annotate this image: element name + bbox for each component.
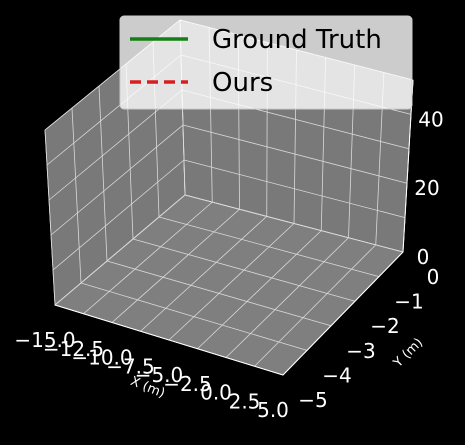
x-axis-line xyxy=(54,304,284,376)
legend-label: Ours xyxy=(212,68,273,98)
z-axis-line xyxy=(402,79,414,253)
x-tick-label: −7.5 xyxy=(106,354,155,378)
x-tick-label: −15.0 xyxy=(14,328,75,352)
legend-box xyxy=(119,15,413,110)
grid-line-x xyxy=(111,208,240,323)
grid-line-y xyxy=(80,282,308,351)
y-axis-label: Y (m) xyxy=(390,335,426,371)
grid-line-left-z xyxy=(50,124,184,236)
z-tick-label: 20 xyxy=(414,176,439,200)
grid-line-x xyxy=(225,237,349,358)
x-tick-label: −12.5 xyxy=(43,337,104,361)
grid-line-y xyxy=(106,260,332,327)
y-tick-label: −3 xyxy=(346,339,375,363)
grid-line-x xyxy=(168,223,295,341)
y-tick-label: 0 xyxy=(427,265,440,289)
x-tick-label: 5.0 xyxy=(257,398,289,422)
grid-line-left-y xyxy=(98,85,108,262)
legend-label: Ground Truth xyxy=(212,25,382,55)
grid-line-y xyxy=(158,216,380,277)
grid-line-x xyxy=(254,244,377,367)
grid-line-left-z xyxy=(54,194,186,306)
y-tick-label: −2 xyxy=(370,314,399,338)
grid-line-left-y xyxy=(44,129,56,306)
x-tick-label: −2.5 xyxy=(163,372,212,396)
grid-line-left-z xyxy=(52,159,185,271)
grid-line-y xyxy=(132,238,356,302)
z-tick-label: 40 xyxy=(418,107,443,131)
x-tick-label: −5.0 xyxy=(135,363,184,387)
y-tick-label: −4 xyxy=(322,363,351,387)
grid-line-x xyxy=(140,216,268,332)
y-axis-line xyxy=(282,251,404,376)
grid-line-x xyxy=(83,201,213,315)
x-tick-label: 2.5 xyxy=(229,389,261,413)
z-tick-label: 0 xyxy=(417,245,430,269)
grid-line-back-z xyxy=(182,124,408,184)
y-tick-label: −1 xyxy=(394,290,423,314)
x-tick-label: −10.0 xyxy=(71,346,132,370)
grid-line-left-y xyxy=(71,107,82,284)
grid-line-back-z xyxy=(183,159,406,218)
y-tick-label: −5 xyxy=(298,388,327,412)
grid-line-back-z xyxy=(184,194,404,253)
grid-line-x xyxy=(197,230,322,350)
x-tick-label: 0.0 xyxy=(200,381,232,405)
